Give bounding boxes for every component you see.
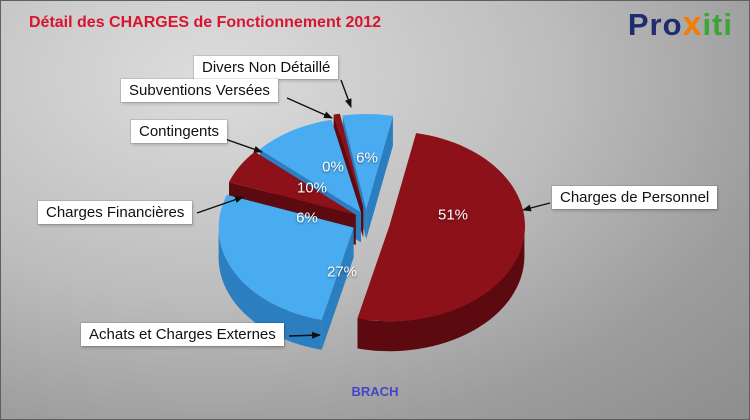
- pct-label-financieres: 6%: [296, 209, 318, 227]
- label-charges-de-personnel: Charges de Personnel: [552, 186, 718, 209]
- label-contingents: Contingents: [131, 120, 228, 143]
- pct-label-divers: 6%: [356, 149, 378, 167]
- pct-label-personnel: 51%: [437, 206, 469, 224]
- pie-slice-4: [259, 119, 361, 213]
- pct-label-subventions: 0%: [322, 158, 344, 176]
- pct-label-contingents: 10%: [296, 179, 328, 197]
- proxiti-logo: Proxiti: [628, 5, 733, 44]
- logo-text-pro: Pro: [627, 7, 683, 42]
- callout-lines: [196, 79, 551, 339]
- footer-label: BRACH: [351, 384, 399, 399]
- label-charges-financieres: Charges Financières: [38, 201, 193, 224]
- label-subventions-versees: Subventions Versées: [121, 79, 278, 102]
- pie-slice-2: [218, 194, 354, 320]
- pie-slice-tops: [218, 113, 525, 322]
- pie-slice-1: [357, 133, 525, 322]
- pie-slice-3: [229, 151, 356, 215]
- pie-slice-0: [342, 113, 393, 209]
- label-divers-non-detaille: Divers Non Détaillé: [194, 56, 339, 79]
- pie-slice-5: [333, 113, 364, 208]
- page-title: Détail des CHARGES de Fonctionnement 201…: [29, 14, 382, 31]
- pct-label-achats: 27%: [326, 263, 358, 281]
- logo-text-iti: iti: [702, 7, 733, 42]
- label-achats-charges-externes: Achats et Charges Externes: [81, 323, 284, 346]
- logo-text-x: x: [682, 5, 703, 43]
